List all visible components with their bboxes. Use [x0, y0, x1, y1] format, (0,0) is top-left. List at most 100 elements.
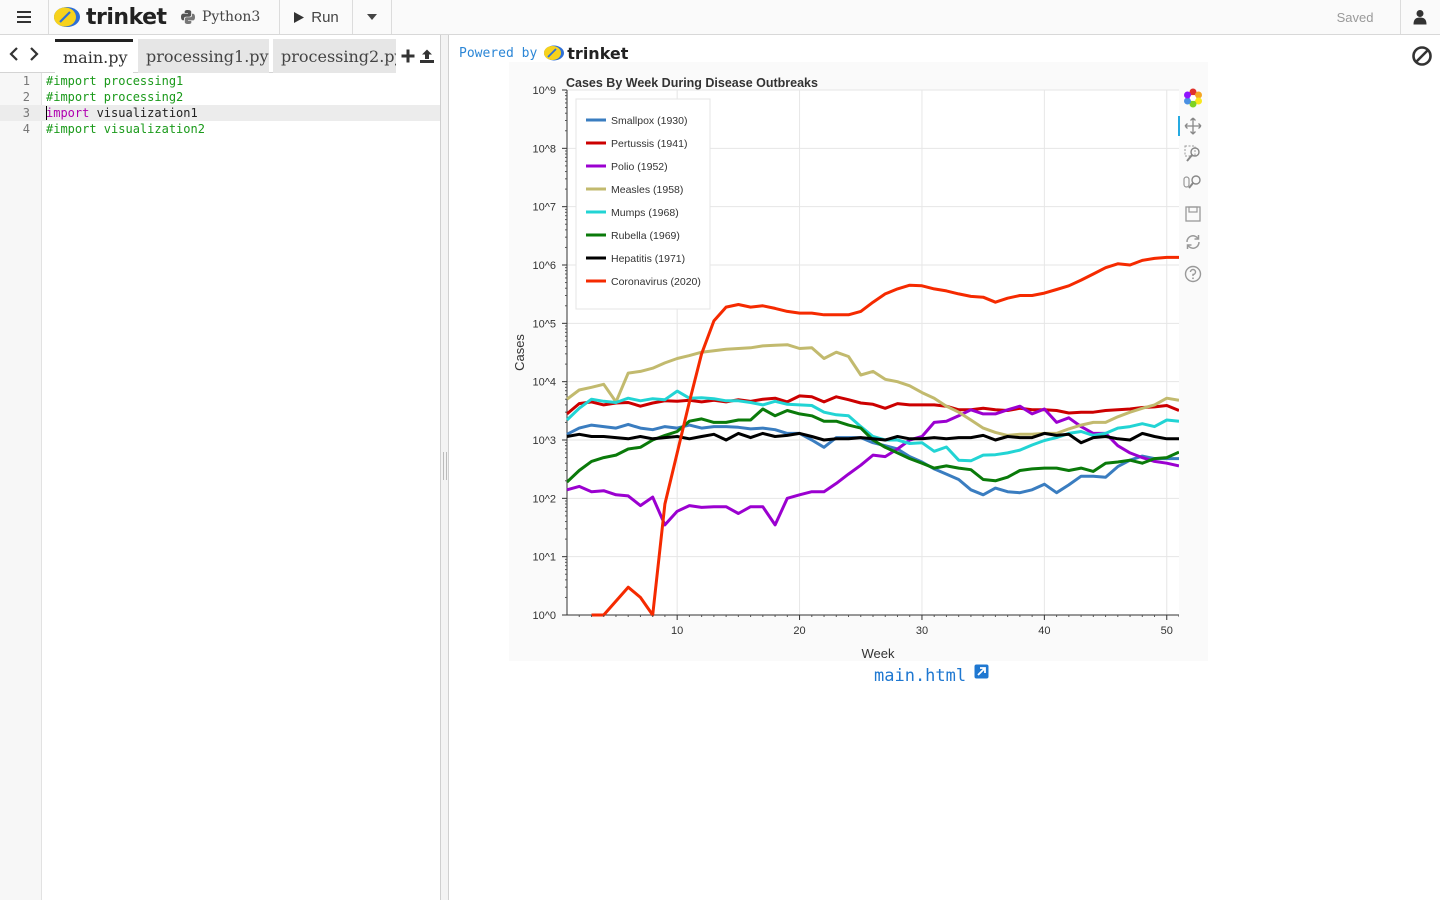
legend-label: Rubella (1969) — [611, 230, 680, 242]
tab-processing1-py[interactable]: processing1.py — [138, 39, 269, 73]
stop-icon — [1412, 46, 1432, 66]
language-label: Python3 — [202, 9, 261, 25]
divider — [391, 0, 392, 34]
series-line — [566, 404, 1179, 527]
legend-label: Smallpox (1930) — [611, 115, 687, 127]
saved-status: Saved — [1336, 9, 1374, 25]
save-tool[interactable] — [1178, 201, 1208, 227]
caret-down-icon — [367, 14, 377, 20]
code-line[interactable]: 2 #import processing2 — [0, 89, 440, 105]
y-tick-label: 10^7 — [532, 202, 556, 214]
bokeh-logo-icon — [1184, 88, 1202, 108]
upload-icon[interactable] — [419, 49, 435, 63]
active-tool-indicator — [1178, 116, 1180, 136]
tab-scroll-arrows — [0, 35, 48, 73]
language-selector[interactable]: Python3 — [180, 0, 270, 34]
powered-by-text: Powered by — [459, 45, 538, 61]
tab-processing2-py[interactable]: processing2.py — [273, 39, 403, 73]
wheel-zoom-tool[interactable] — [1178, 169, 1208, 195]
code-line[interactable]: 4 #import visualization2 — [0, 121, 440, 137]
y-tick-label: 10^8 — [532, 143, 556, 155]
x-tick-label: 40 — [1038, 625, 1050, 637]
stop-button[interactable] — [1411, 45, 1433, 72]
code-keyword: import — [46, 106, 90, 120]
chevron-left-icon[interactable] — [9, 47, 19, 61]
bokeh-logo-button[interactable] — [1178, 85, 1208, 111]
y-axis-label: Cases — [512, 334, 527, 371]
pan-icon — [1184, 117, 1202, 135]
line-chart[interactable]: 10 20 30 40 50 10^0 10^1 10^2 10^3 10^4 10^5 10^6 10… — [509, 62, 1179, 662]
y-tick-label: 10^0 — [532, 610, 556, 622]
splitter-grip[interactable] — [443, 452, 447, 480]
divider — [48, 0, 49, 34]
code-line[interactable]: 1 #import processing1 — [0, 73, 440, 89]
series-line — [566, 431, 1179, 445]
code-identifier: visualization1 — [89, 106, 198, 120]
powered-logo: trinket — [543, 44, 628, 63]
code-text: #import processing1 — [46, 74, 184, 88]
line-number: 1 — [22, 74, 30, 88]
zoom-icon — [1184, 145, 1200, 162]
code-editor-pane: main.py processing1.py processing2.py 1 … — [0, 35, 441, 900]
line-number: 2 — [22, 90, 30, 104]
user-menu-button[interactable] — [1400, 0, 1440, 34]
add-file-icon[interactable] — [401, 49, 415, 63]
pane-splitter[interactable] — [441, 35, 449, 900]
y-tick-label: 10^2 — [532, 493, 556, 505]
code-text: #import processing2 — [46, 90, 184, 104]
editor-border — [440, 35, 441, 900]
python-icon — [181, 10, 195, 24]
chevron-right-icon[interactable] — [29, 47, 39, 61]
y-tick-label: 10^6 — [532, 260, 556, 272]
code-text: import visualization1 — [46, 105, 198, 121]
powered-brand: trinket — [567, 43, 629, 63]
y-tick-label: 10^5 — [532, 318, 556, 330]
output-pane: Powered by trinket Cases By Week During … — [450, 35, 1440, 900]
legend-box — [575, 98, 711, 310]
trinket-logo-icon — [544, 45, 565, 61]
divider — [352, 0, 353, 34]
legend-label: Coronavirus (2020) — [611, 276, 701, 288]
series-line — [591, 255, 1179, 617]
x-axis-label: Week — [862, 646, 895, 661]
divider — [1400, 0, 1401, 34]
line-number-gutter — [0, 73, 42, 900]
x-tick-label: 20 — [793, 625, 805, 637]
divider — [279, 0, 280, 34]
code-line-current[interactable]: 3 import visualization1 — [0, 105, 440, 121]
y-tick-label: 10^4 — [532, 377, 556, 389]
help-icon — [1184, 265, 1202, 283]
pan-tool[interactable] — [1178, 113, 1208, 139]
play-icon — [294, 11, 305, 23]
reset-tool[interactable] — [1178, 229, 1208, 255]
box-zoom-tool[interactable] — [1178, 141, 1208, 167]
run-options-dropdown[interactable] — [353, 0, 391, 34]
hamburger-icon — [17, 11, 31, 23]
line-number: 3 — [22, 106, 30, 120]
line-number: 4 — [22, 122, 30, 136]
x-tick-label: 50 — [1161, 625, 1173, 637]
file-tab-bar: main.py processing1.py processing2.py — [0, 35, 440, 73]
tab-main-py[interactable]: main.py — [55, 39, 133, 73]
code-text: #import visualization2 — [46, 122, 205, 136]
x-tick-label: 10 — [671, 625, 683, 637]
main-html-link[interactable]: main.html — [874, 666, 967, 686]
run-button[interactable]: Run — [280, 0, 352, 34]
y-tick-label: 10^9 — [532, 85, 556, 97]
series-line — [566, 422, 1179, 497]
reset-icon — [1186, 235, 1200, 249]
legend-label: Hepatitis (1971) — [611, 253, 685, 265]
trinket-logo[interactable]: trinket — [52, 0, 172, 34]
legend-label: Pertussis (1941) — [611, 138, 687, 150]
hamburger-menu-button[interactable] — [0, 0, 48, 34]
text-cursor — [46, 106, 47, 120]
code-area[interactable]: 1 #import processing1 2 #import processi… — [0, 73, 440, 137]
y-tick-label: 10^3 — [532, 435, 556, 447]
series-line — [566, 394, 1179, 416]
external-link-icon[interactable] — [974, 664, 989, 679]
help-tool[interactable] — [1178, 261, 1208, 287]
wheel-zoom-icon — [1183, 175, 1201, 189]
legend-label: Polio (1952) — [611, 161, 668, 173]
series-line — [566, 343, 1179, 437]
powered-by-banner[interactable]: Powered by trinket — [459, 43, 628, 63]
